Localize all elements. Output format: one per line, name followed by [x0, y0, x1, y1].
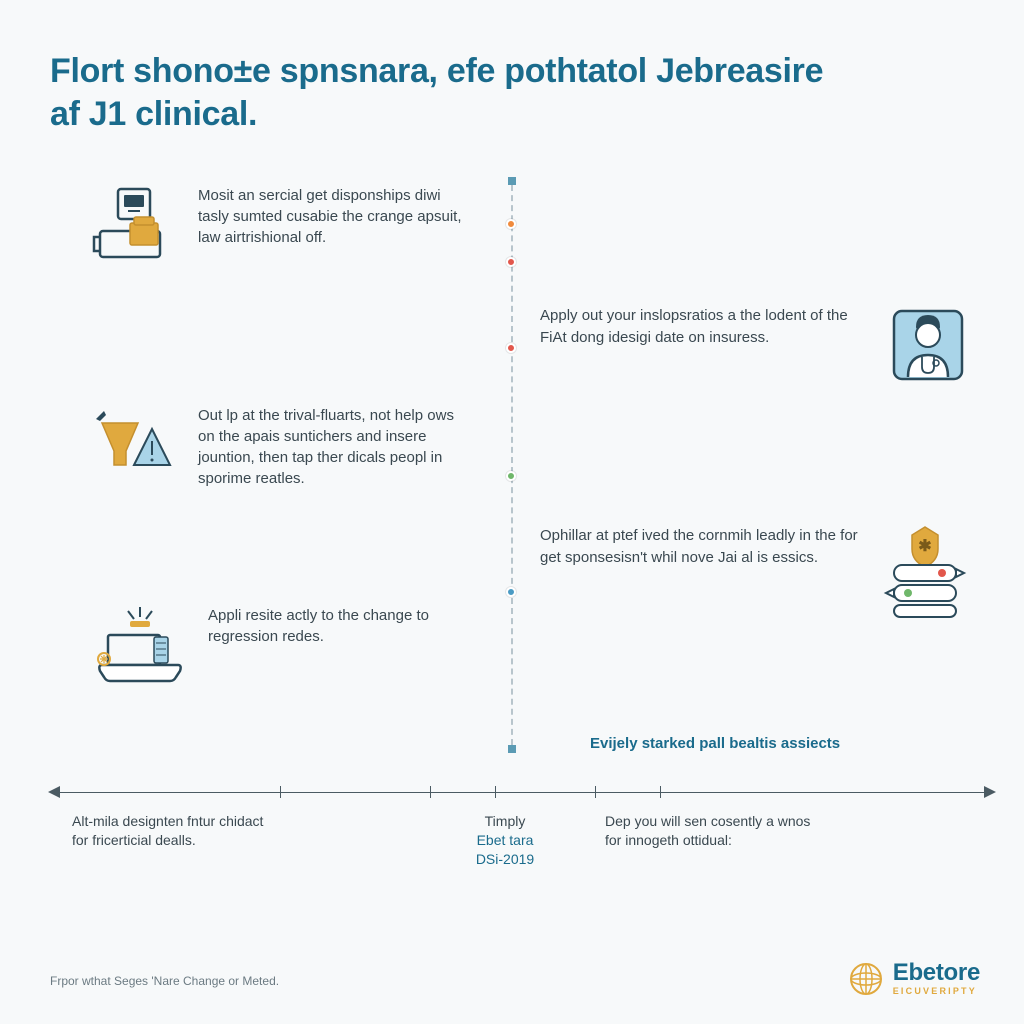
monitor-box-icon [90, 185, 180, 275]
axis-label-line: Dep you will sen cosently a wnos [605, 812, 810, 831]
brand-subtitle: EICUVERIPTY [893, 987, 980, 996]
right-step-1: Apply out your inslopsratios a the loden… [540, 305, 970, 385]
left-step-3: Appli resite actly to the change to regr… [90, 605, 470, 695]
left-step-2-text: Out lp at the trival-fluarts, not help o… [198, 405, 470, 489]
timeline-cap-icon [508, 177, 516, 185]
axis-label-left: Alt-mila designten fntur chidact for fri… [72, 812, 263, 850]
timeline-cap-icon [508, 745, 516, 753]
right-step-1-text: Apply out your inslopsratios a the loden… [540, 305, 867, 349]
brand-name: Ebetore [893, 961, 980, 985]
brand-logo: Ebetore EICUVERIPTY [849, 961, 980, 996]
left-step-2: Out lp at the trival-fluarts, not help o… [90, 405, 470, 489]
arrow-right-icon [984, 786, 996, 798]
badge-stack-icon: ✱ [880, 525, 970, 620]
left-step-1-text: Mosit an sercial get disponships diwi ta… [198, 185, 470, 248]
subheading: Evijely starked pall bealtis assiects [590, 735, 840, 752]
laptop-spark-icon [90, 605, 190, 695]
axis-label-line: Alt-mila designten fntur chidact [72, 812, 263, 831]
axis-tick [660, 786, 661, 798]
axis-label-line: Timply [445, 812, 565, 831]
axis-label-line: DSi-2019 [445, 850, 565, 869]
right-step-2-text: Ophillar at ptef ived the cornmih leadly… [540, 525, 862, 569]
infographic-content: Mosit an sercial get disponships diwi ta… [50, 175, 974, 775]
timeline-dot [506, 219, 516, 229]
axis-label-right: Dep you will sen cosently a wnos for inn… [605, 812, 810, 850]
timeline-dot [506, 257, 516, 267]
axis-tick [595, 786, 596, 798]
axis-label-line: for fricerticial dealls. [72, 831, 263, 850]
vertical-timeline [510, 175, 514, 755]
axis-tick [430, 786, 431, 798]
left-step-3-text: Appli resite actly to the change to regr… [208, 605, 470, 647]
title-heading: Flort shono±e spnsnara, efe pothtatol Je… [50, 50, 850, 135]
axis-tick [495, 786, 496, 798]
left-step-1: Mosit an sercial get disponships diwi ta… [90, 185, 470, 275]
axis-label-center: Timply Ebet tara DSi-2019 [445, 812, 565, 869]
arrow-left-icon [48, 786, 60, 798]
footnote: Frpor wthat Seges 'Nare Change or Meted. [50, 974, 279, 988]
axis-label-line: for innogeth ottidual: [605, 831, 810, 850]
funnel-triangle-icon [90, 405, 180, 485]
axis-label-line: Ebet tara [445, 831, 565, 850]
doctor-avatar-icon [885, 305, 970, 385]
svg-text:✱: ✱ [918, 538, 931, 555]
globe-icon [849, 962, 883, 996]
axis-tick [280, 786, 281, 798]
timeline-dot [506, 343, 516, 353]
horizontal-axis [60, 792, 984, 793]
timeline-dot [506, 587, 516, 597]
timeline-track [511, 185, 513, 745]
timeline-dot [506, 471, 516, 481]
right-step-2: Ophillar at ptef ived the cornmih leadly… [540, 525, 970, 620]
